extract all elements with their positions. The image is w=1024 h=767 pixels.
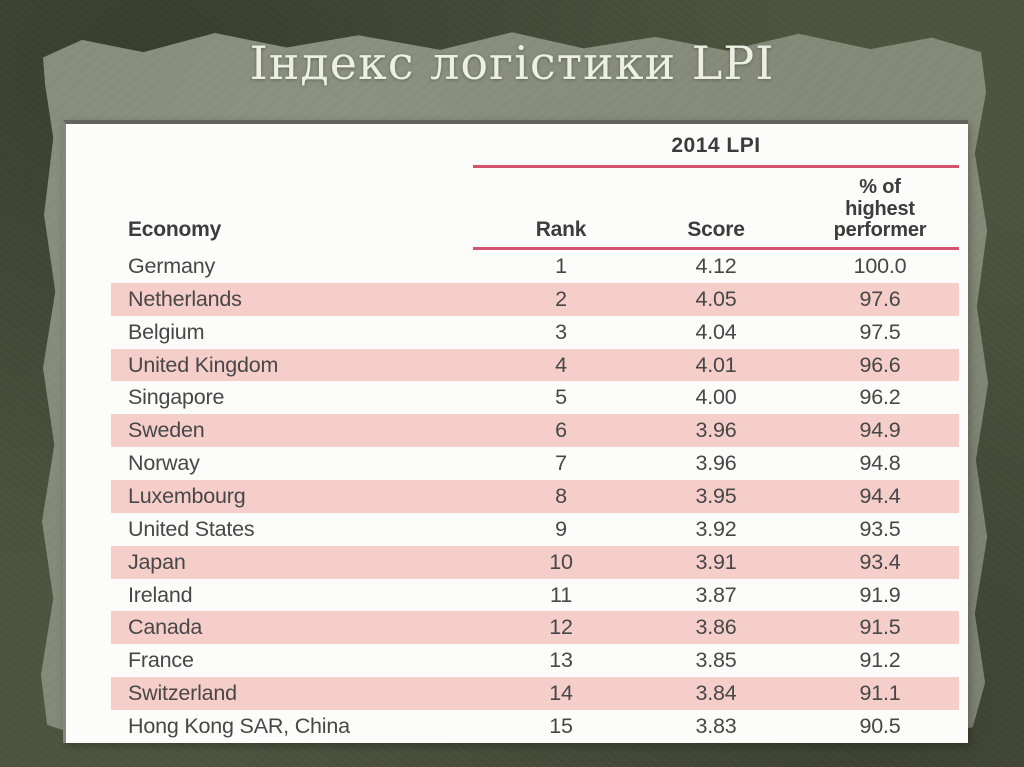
table-row: Norway 7 3.96 94.8 bbox=[111, 447, 959, 480]
table-row: France 13 3.85 91.2 bbox=[111, 644, 959, 677]
score-cell: 4.12 bbox=[695, 253, 737, 278]
table-row: Canada 12 3.86 91.5 bbox=[111, 611, 959, 645]
column-header-economy: Economy bbox=[128, 218, 222, 241]
economy-cell: Singapore bbox=[128, 385, 225, 410]
economy-cell: Canada bbox=[128, 615, 203, 640]
rank-cell: 1 bbox=[555, 253, 567, 278]
rank-cell: 12 bbox=[549, 615, 573, 640]
group-header-2014-lpi: 2014 LPI bbox=[671, 134, 761, 157]
table-row: Germany 1 4.12 100.0 bbox=[111, 250, 959, 283]
economy-cell: Switzerland bbox=[128, 681, 237, 706]
score-cell: 4.05 bbox=[695, 286, 737, 311]
rank-cell: 13 bbox=[549, 648, 573, 673]
rank-cell: 11 bbox=[550, 582, 572, 607]
table-row: Hong Kong SAR, China 15 3.83 90.5 bbox=[111, 710, 959, 743]
economy-cell: Norway bbox=[128, 451, 200, 476]
table-row: Switzerland 14 3.84 91.1 bbox=[111, 677, 959, 711]
score-cell: 4.00 bbox=[695, 385, 737, 410]
column-header-pct-of-highest-performer: % of highest performer bbox=[833, 176, 927, 242]
economy-cell: Belgium bbox=[128, 319, 205, 344]
group-header-rule bbox=[473, 165, 959, 168]
rank-cell: 6 bbox=[555, 418, 567, 443]
table-row: United Kingdom 4 4.01 96.6 bbox=[111, 348, 959, 382]
pct-cell: 96.2 bbox=[859, 385, 901, 410]
table-header: 2014 LPI Economy Rank Score % of highest… bbox=[66, 124, 968, 250]
economy-cell: Germany bbox=[128, 253, 216, 278]
economy-cell: Netherlands bbox=[128, 286, 242, 311]
table-row: Ireland 11 3.87 91.9 bbox=[111, 579, 959, 612]
pct-cell: 91.9 bbox=[859, 582, 901, 607]
rank-cell: 5 bbox=[555, 385, 567, 410]
pct-cell: 91.1 bbox=[859, 681, 901, 706]
score-cell: 3.87 bbox=[695, 582, 737, 607]
score-cell: 3.86 bbox=[695, 615, 737, 640]
score-cell: 3.92 bbox=[695, 516, 737, 541]
score-cell: 3.96 bbox=[695, 451, 737, 476]
table-row: Belgium 3 4.04 97.5 bbox=[111, 316, 959, 349]
column-header-row: Economy Rank Score % of highest performe… bbox=[111, 176, 959, 242]
economy-cell: United Kingdom bbox=[128, 352, 279, 377]
economy-cell: Ireland bbox=[128, 582, 193, 607]
score-cell: 4.04 bbox=[695, 319, 737, 344]
rank-cell: 10 bbox=[549, 549, 573, 574]
pct-cell: 97.5 bbox=[859, 319, 901, 344]
table-body: Germany 1 4.12 100.0 Netherlands 2 4.05 97.6 Bel… bbox=[111, 250, 959, 743]
economy-cell: Japan bbox=[128, 549, 186, 574]
pct-cell: 97.6 bbox=[859, 286, 901, 311]
table-row: Netherlands 2 4.05 97.6 bbox=[111, 282, 959, 316]
pct-cell: 90.5 bbox=[859, 713, 901, 738]
pct-cell: 93.4 bbox=[859, 549, 901, 574]
rank-cell: 3 bbox=[555, 319, 567, 344]
economy-cell: Sweden bbox=[128, 418, 205, 443]
score-cell: 3.85 bbox=[695, 648, 737, 673]
economy-cell: Hong Kong SAR, China bbox=[128, 713, 350, 738]
table-row: Singapore 5 4.00 96.2 bbox=[111, 381, 959, 414]
pct-cell: 93.5 bbox=[859, 516, 901, 541]
table-row: Japan 10 3.91 93.4 bbox=[111, 545, 959, 579]
rank-cell: 9 bbox=[555, 516, 567, 541]
score-cell: 3.91 bbox=[695, 549, 737, 574]
pct-cell: 94.8 bbox=[859, 451, 901, 476]
pct-cell: 94.9 bbox=[859, 418, 901, 443]
economy-cell: France bbox=[128, 648, 194, 673]
pct-cell: 96.6 bbox=[859, 352, 901, 377]
rank-cell: 8 bbox=[555, 483, 567, 508]
lpi-table-panel: 2014 LPI Economy Rank Score % of highest… bbox=[63, 120, 968, 743]
score-cell: 3.83 bbox=[695, 713, 737, 738]
pct-cell: 94.4 bbox=[859, 483, 901, 508]
economy-cell: Luxembourg bbox=[128, 483, 246, 508]
economy-cell: United States bbox=[128, 516, 255, 541]
rank-cell: 7 bbox=[555, 451, 567, 476]
pct-cell: 91.5 bbox=[859, 615, 901, 640]
score-cell: 3.84 bbox=[695, 681, 737, 706]
column-header-score: Score bbox=[687, 218, 745, 241]
score-cell: 4.01 bbox=[695, 352, 737, 377]
rank-cell: 14 bbox=[549, 681, 573, 706]
score-cell: 3.95 bbox=[695, 483, 737, 508]
table-row: Sweden 6 3.96 94.9 bbox=[111, 414, 959, 448]
rank-cell: 2 bbox=[555, 286, 567, 311]
rank-cell: 4 bbox=[555, 352, 567, 377]
column-header-rank: Rank bbox=[535, 218, 587, 241]
pct-cell: 100.0 bbox=[853, 253, 907, 278]
column-header-rule bbox=[473, 247, 959, 250]
table-row: United States 9 3.92 93.5 bbox=[111, 513, 959, 546]
pct-cell: 91.2 bbox=[859, 648, 901, 673]
rank-cell: 15 bbox=[549, 713, 573, 738]
score-cell: 3.96 bbox=[695, 418, 737, 443]
slide-title: Індекс логістики LPI bbox=[249, 36, 775, 90]
table-row: Luxembourg 8 3.95 94.4 bbox=[111, 480, 959, 513]
